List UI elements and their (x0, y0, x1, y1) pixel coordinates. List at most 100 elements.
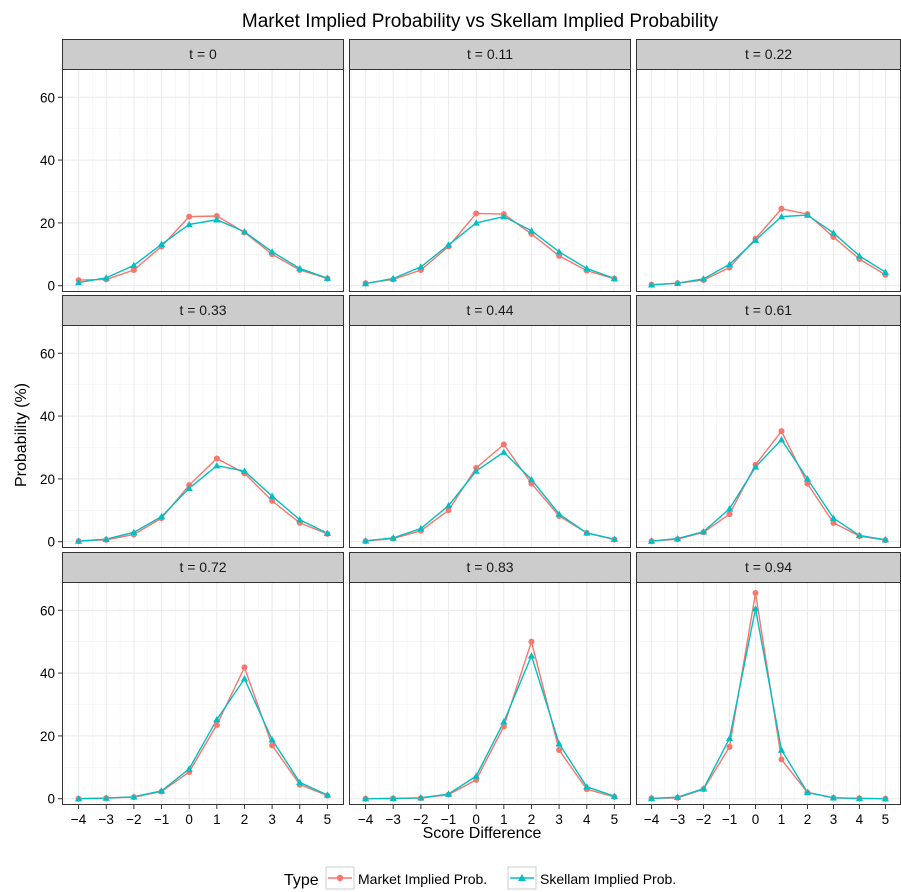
skellam-series-line (365, 653, 615, 800)
skellam-data-point (500, 718, 508, 725)
market-data-point (269, 742, 276, 749)
x-tick-label: −1 (154, 812, 169, 827)
skellam-data-point (855, 794, 864, 802)
x-tick-label: −1 (441, 812, 456, 827)
panel-border (62, 69, 344, 292)
chart-title: Market Implied Probability vs Skellam Im… (242, 11, 719, 32)
legend: Type Market Implied Prob. Skellam Implie… (284, 866, 676, 890)
skellam-data-point (583, 264, 591, 272)
skellam-data-point (268, 492, 276, 499)
skellam-data-point (213, 216, 221, 223)
panel-7: t = 0.72 0 20 40 60 −4 −3 −2 −1 0 1 2 3 4 5 (40, 552, 344, 827)
skellam-data-point (240, 467, 249, 474)
skellam-data-point (500, 448, 508, 455)
market-data-point (473, 210, 480, 217)
panel-border (349, 325, 631, 548)
skellam-data-point (777, 213, 786, 220)
x-tick-label: 5 (882, 812, 890, 827)
x-axis-title: Score Difference (423, 825, 542, 842)
skellam-data-point (673, 279, 682, 286)
skellam-data-point (157, 240, 166, 247)
skellam-data-point (500, 213, 508, 220)
market-data-point (778, 756, 785, 763)
facet-label: t = 0.33 (179, 302, 226, 318)
market-data-point (500, 723, 507, 730)
panel-5: t = 0.44 (349, 295, 631, 548)
y-tick-label: 60 (40, 90, 55, 105)
x-tick-label: −4 (644, 812, 660, 827)
skellam-data-point (268, 736, 276, 743)
skellam-data-point (361, 795, 370, 802)
facet-label: t = 0.44 (466, 302, 513, 318)
x-tick-label: 2 (804, 812, 812, 827)
skellam-data-point (610, 274, 619, 282)
market-data-point (213, 212, 220, 219)
skellam-data-point (699, 528, 708, 535)
y-tick-label: 60 (40, 603, 55, 618)
skellam-data-point (751, 463, 760, 470)
x-tick-label: 1 (500, 812, 508, 827)
market-data-point (804, 480, 811, 487)
skellam-data-point (803, 211, 812, 218)
x-tick-label: 3 (830, 812, 838, 827)
skellam-data-point (444, 790, 453, 797)
x-tick-label: 0 (752, 812, 760, 827)
facet-label: t = 0.83 (466, 559, 513, 575)
y-tick-label: 20 (40, 472, 55, 487)
y-axis-title: Probability (%) (13, 383, 30, 487)
market-data-point (213, 455, 220, 462)
skellam-data-point (240, 675, 249, 682)
skellam-data-point (699, 785, 708, 792)
x-tick-label: −3 (670, 812, 685, 827)
skellam-data-point (527, 652, 536, 659)
facet-label: t = 0.61 (745, 302, 792, 318)
skellam-data-point (829, 514, 838, 521)
market-data-point (778, 205, 785, 212)
market-series-line (78, 457, 328, 542)
skellam-data-point (673, 793, 682, 800)
market-data-point (500, 441, 507, 448)
skellam-data-point (472, 219, 480, 226)
x-tick-label: −4 (71, 812, 87, 827)
y-tick-label: 40 (40, 409, 55, 424)
legend-key-skellam-point (518, 874, 526, 881)
x-tick-label: 0 (472, 812, 480, 827)
x-tick-label: −1 (722, 812, 737, 827)
skellam-data-point (610, 792, 619, 799)
skellam-data-point (555, 740, 563, 747)
skellam-data-point (725, 734, 734, 742)
x-tick-label: −3 (99, 812, 114, 827)
skellam-data-point (673, 534, 682, 542)
skellam-data-point (389, 794, 397, 802)
facet-strip (349, 39, 631, 70)
skellam-data-point (855, 531, 864, 539)
skellam-series-line (651, 608, 886, 800)
x-tick-label: −3 (386, 812, 401, 827)
skellam-data-point (213, 462, 221, 469)
panel-border (349, 582, 631, 805)
facet-label: t = 0.72 (179, 559, 226, 575)
skellam-series-line (365, 215, 615, 285)
panel-9: t = 0.94 −4 −3 −2 −1 0 1 2 3 4 5 (636, 552, 901, 827)
market-series-line (78, 215, 328, 281)
skellam-data-point (185, 765, 193, 772)
skellam-series-line (78, 464, 328, 542)
market-data-point (752, 589, 759, 596)
panel-1: t = 0 0 20 40 60 (40, 39, 344, 294)
skellam-series-line (78, 677, 328, 800)
market-data-point (778, 428, 785, 435)
skellam-data-point (881, 795, 890, 802)
x-tick-label: 4 (296, 812, 304, 827)
x-tick-label: 5 (611, 812, 619, 827)
skellam-data-point (555, 510, 563, 517)
y-tick-label: 0 (47, 792, 55, 807)
skellam-data-point (323, 529, 332, 536)
skellam-series-line (365, 451, 615, 542)
skellam-data-point (444, 241, 453, 248)
skellam-data-point (296, 516, 304, 523)
skellam-data-point (777, 746, 786, 753)
x-tick-label: 2 (241, 812, 249, 827)
x-tick-label: 3 (268, 812, 276, 827)
skellam-data-point (751, 605, 760, 612)
skellam-data-point (527, 475, 536, 483)
